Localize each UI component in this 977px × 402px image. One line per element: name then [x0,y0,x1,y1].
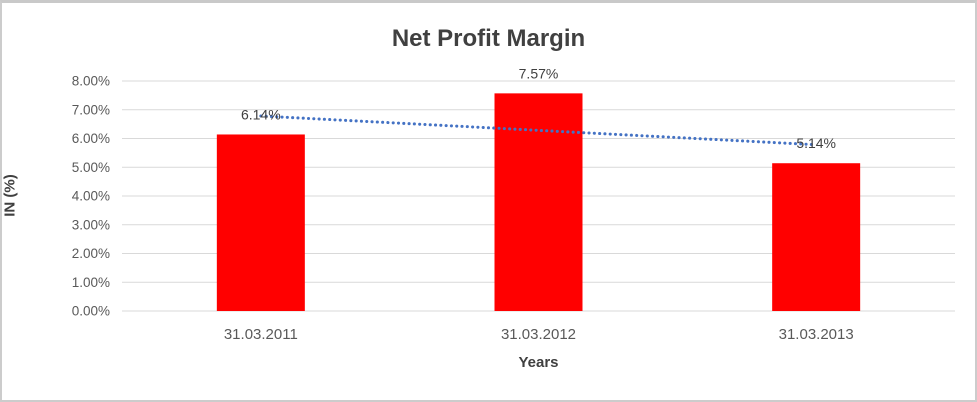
data-label: 7.57% [519,65,559,81]
y-tick-label: 1.00% [72,275,110,290]
bar-31.03.2013 [772,163,861,311]
y-tick-label: 3.00% [72,217,110,232]
bar-31.03.2012 [494,93,583,311]
y-tick-label: 4.00% [72,189,110,204]
plot-area: 0.00% 1.00% 2.00% 3.00% 4.00% 5.00% 6.00% 7.00%… [72,65,955,343]
chart-title: Net Profit Margin [391,25,586,52]
x-tick-label: 31.03.2011 [224,326,298,343]
bar-31.03.2011 [216,134,305,311]
y-tick-label: 6.00% [72,131,110,146]
data-label: 5.14% [796,135,836,151]
x-tick-label: 31.03.2013 [779,326,854,343]
data-label: 6.14% [241,106,281,122]
y-tick-label: 2.00% [72,246,110,261]
y-tick-label: 0.00% [72,304,110,319]
y-tick-label: 8.00% [72,74,110,89]
y-tick-label: 5.00% [72,160,110,175]
x-axis-title: Years [518,354,559,371]
y-tick-label: 7.00% [72,102,110,117]
x-tick-label: 31.03.2012 [501,326,576,343]
